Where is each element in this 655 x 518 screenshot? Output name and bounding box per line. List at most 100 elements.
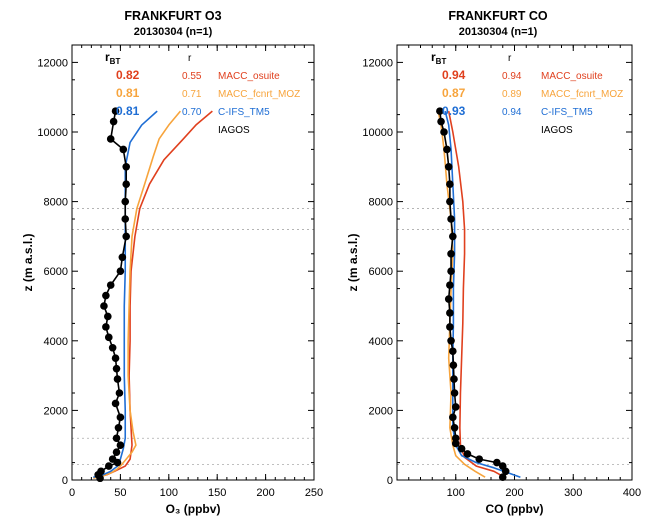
iagos-data-point xyxy=(446,281,454,289)
iagos-data-point xyxy=(116,441,125,450)
rbt-subscript: BT xyxy=(110,57,121,66)
stat-rbt-c-ifs-tm5: 0.93 xyxy=(442,104,466,118)
iagos-data-point xyxy=(111,107,120,115)
y-axis-label: z (m a.s.l.) xyxy=(21,233,35,291)
iagos-data-point xyxy=(493,458,501,467)
y-tick-label: 0 xyxy=(387,475,393,487)
iagos-data-point xyxy=(447,215,455,223)
stat-r-macc-osuite: 0.94 xyxy=(502,71,522,82)
iagos-data-point xyxy=(108,343,117,352)
iagos-data-point xyxy=(100,302,108,310)
x-tick-label: 50 xyxy=(114,487,126,499)
y-tick-label: 0 xyxy=(62,475,68,487)
iagos-data-point xyxy=(118,253,127,262)
iagos-data-point xyxy=(451,403,460,411)
iagos-data-point xyxy=(457,444,466,453)
iagos-data-point xyxy=(111,399,120,408)
iagos-data-point xyxy=(447,250,455,258)
x-axis-label: CO (ppbv) xyxy=(486,502,544,516)
rbt-subscript: BT xyxy=(436,57,447,66)
x-tick-label: 200 xyxy=(505,487,523,499)
iagos-data-point xyxy=(443,145,451,154)
iagos-data-point xyxy=(119,145,128,154)
iagos-data-point xyxy=(106,135,115,143)
iagos-data-point xyxy=(122,163,131,171)
iagos-data-point xyxy=(112,448,121,456)
stat-r-macc-osuite: 0.55 xyxy=(182,71,202,82)
x-tick-label: 100 xyxy=(447,487,465,499)
iagos-data-point xyxy=(121,197,130,206)
stat-r-macc-fcnrt-moz: 0.71 xyxy=(182,89,202,100)
x-tick-label: 300 xyxy=(564,487,582,499)
iagos-data-point xyxy=(463,450,472,458)
stat-rbt-c-ifs-tm5: 0.81 xyxy=(116,104,140,118)
iagos-data-point xyxy=(122,232,131,241)
stat-rbt-macc-fcnrt-moz: 0.87 xyxy=(442,86,466,100)
y-tick-label: 10000 xyxy=(362,127,393,139)
series-line-macc-osuite xyxy=(447,110,505,478)
y-tick-label: 10000 xyxy=(37,127,68,139)
plot-frame xyxy=(71,44,315,481)
iagos-data-point xyxy=(440,128,448,136)
iagos-data-point xyxy=(498,473,507,482)
iagos-data-point xyxy=(449,347,457,356)
x-tick-label: 250 xyxy=(305,487,323,499)
x-tick-label: 400 xyxy=(623,487,641,499)
y-tick-label: 8000 xyxy=(369,197,393,209)
iagos-data-point xyxy=(108,455,117,463)
x-tick-label: 150 xyxy=(208,487,226,499)
x-tick-label: 100 xyxy=(160,487,178,499)
iagos-data-point xyxy=(449,361,458,369)
y-tick-label: 4000 xyxy=(369,336,393,348)
legend-entry-macc-osuite: MACC_osuite xyxy=(218,71,280,82)
iagos-data-point xyxy=(112,364,121,373)
iagos-data-point xyxy=(447,267,455,276)
iagos-data-point xyxy=(111,354,120,363)
legend-entry-macc-fcnrt-moz: MACC_fcnrt_MOZ xyxy=(218,89,300,100)
iagos-data-point xyxy=(436,107,444,115)
iagos-data-point xyxy=(446,309,454,317)
iagos-data-point xyxy=(104,312,112,321)
legend-entry-iagos: IAGOS xyxy=(218,125,250,136)
iagos-data-point xyxy=(116,267,125,276)
series-line-macc-fcnrt-moz xyxy=(93,110,182,480)
stat-r-c-ifs-tm5: 0.70 xyxy=(182,107,202,118)
iagos-data-point xyxy=(450,375,458,383)
y-tick-label: 8000 xyxy=(44,197,68,209)
iagos-data-point xyxy=(446,197,454,206)
rbt-main: r xyxy=(431,50,436,64)
x-tick-label: 200 xyxy=(256,487,274,499)
series-line-macc-osuite xyxy=(96,110,213,478)
stat-rbt-macc-osuite: 0.82 xyxy=(116,68,140,82)
legend-entry-macc-fcnrt-moz: MACC_fcnrt_MOZ xyxy=(541,89,623,100)
chart-title: FRANKFURT O3 xyxy=(124,9,221,23)
stat-rbt-macc-osuite: 0.94 xyxy=(442,68,466,82)
chart-panel-co: FRANKFURT CO 20130304 (n=1) 0 2000 4000 6000 8… xyxy=(346,9,641,516)
y-tick-label: 2000 xyxy=(369,405,393,417)
series-line-c-ifs-tm5 xyxy=(444,110,521,478)
iagos-data-point xyxy=(447,337,455,345)
y-tick-label: 4000 xyxy=(44,336,68,348)
iagos-data-point xyxy=(115,389,124,397)
iagos-data-point xyxy=(114,424,123,432)
iagos-data-point xyxy=(450,389,459,397)
iagos-data-point xyxy=(444,163,453,171)
series-line-iagos xyxy=(97,110,128,479)
iagos-data-point xyxy=(451,439,460,448)
stats-header-r: r xyxy=(508,53,512,64)
iagos-data-point xyxy=(97,467,105,476)
stat-r-c-ifs-tm5: 0.94 xyxy=(502,107,522,118)
chart-title: FRANKFURT CO xyxy=(448,9,548,23)
rbt-main: r xyxy=(105,50,110,64)
iagos-data-point xyxy=(121,215,130,223)
iagos-data-point xyxy=(113,375,122,383)
stats-header-rbt: rBT xyxy=(431,50,446,66)
iagos-data-point xyxy=(104,333,113,342)
legend-entry-macc-osuite: MACC_osuite xyxy=(541,71,603,82)
stats-header-rbt: rBT xyxy=(105,50,120,66)
iagos-data-point xyxy=(449,413,457,422)
iagos-data-point xyxy=(102,323,110,331)
iagos-data-point xyxy=(106,281,115,289)
